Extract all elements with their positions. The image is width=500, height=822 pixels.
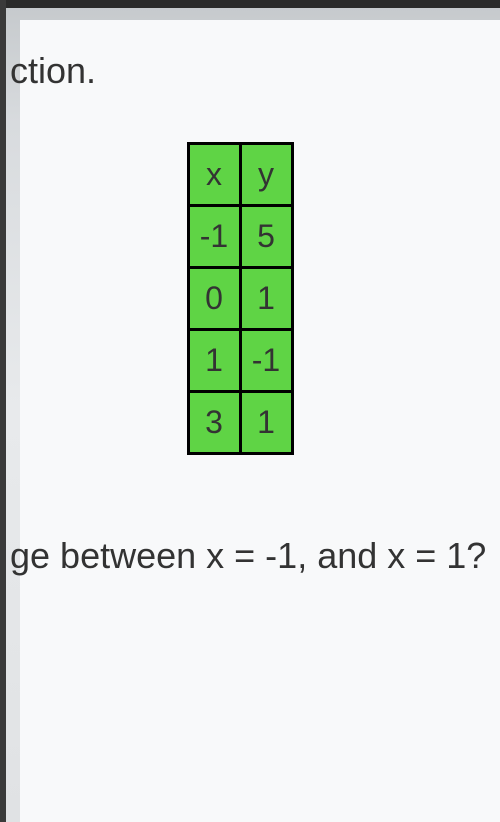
data-cell: 3: [188, 392, 240, 454]
question-text-top: ction.: [10, 50, 500, 92]
header-cell-y: y: [240, 144, 292, 206]
data-cell: 1: [240, 392, 292, 454]
screen-top-border: [0, 0, 500, 8]
question-text-bottom: ge between x = -1, and x = 1?: [10, 535, 500, 577]
data-cell: -1: [240, 330, 292, 392]
table-row: 0 1: [188, 268, 292, 330]
table-row: -1 5: [188, 206, 292, 268]
data-cell: 5: [240, 206, 292, 268]
data-cell: 0: [188, 268, 240, 330]
table-container: x y -1 5 0 1 1 -1 3 1: [0, 142, 500, 455]
xy-data-table: x y -1 5 0 1 1 -1 3 1: [187, 142, 294, 455]
data-cell: 1: [188, 330, 240, 392]
data-cell: -1: [188, 206, 240, 268]
table-row: 3 1: [188, 392, 292, 454]
data-cell: 1: [240, 268, 292, 330]
table-row: x y: [188, 144, 292, 206]
table-row: 1 -1: [188, 330, 292, 392]
header-cell-x: x: [188, 144, 240, 206]
content-area: ction. x y -1 5 0 1 1 -1 3 1 g: [20, 20, 500, 822]
